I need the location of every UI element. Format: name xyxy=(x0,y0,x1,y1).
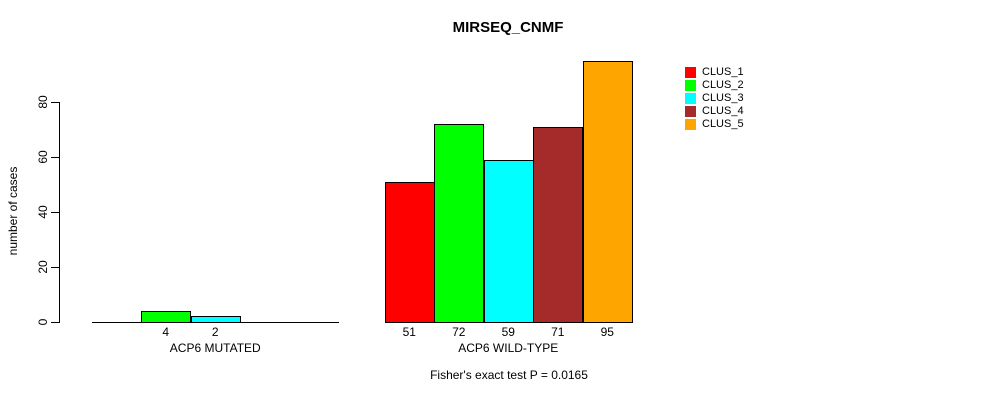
bar-clus-3-acp6-mutated xyxy=(190,316,241,323)
y-tick-label: 20 xyxy=(36,260,50,274)
y-tick-label: 80 xyxy=(36,95,50,109)
legend-item-label: CLUS_5 xyxy=(702,118,744,130)
y-tick-mark xyxy=(51,157,59,158)
legend-item-label: CLUS_3 xyxy=(702,92,744,104)
bar-clus-3-acp6-wild-type xyxy=(483,160,534,323)
legend-item-clus-1: CLUS_1 xyxy=(685,66,744,79)
legend-item-clus-5: CLUS_5 xyxy=(685,118,744,131)
y-tick-mark xyxy=(51,322,59,323)
bar-value-clus-2-acp6-wild-type: 72 xyxy=(452,325,466,339)
y-tick-label: 60 xyxy=(36,150,50,164)
legend-swatch-clus-1 xyxy=(685,67,696,78)
group-label-acp6-wild-type: ACP6 WILD-TYPE xyxy=(458,341,559,355)
y-tick-mark xyxy=(51,267,59,268)
group-label-acp6-mutated: ACP6 MUTATED xyxy=(169,341,261,355)
legend-swatch-clus-5 xyxy=(685,119,696,130)
legend-item-clus-3: CLUS_3 xyxy=(685,92,744,105)
fisher-test-annotation: Fisher's exact test P = 0.0165 xyxy=(430,368,588,382)
bar-value-clus-5-acp6-wild-type: 95 xyxy=(600,325,614,339)
y-tick-label: 40 xyxy=(36,205,50,219)
bar-value-clus-3-acp6-mutated: 2 xyxy=(211,325,219,339)
y-axis-line xyxy=(59,102,60,323)
y-tick-label: 0 xyxy=(36,318,50,326)
bar-value-clus-3-acp6-wild-type: 59 xyxy=(501,325,515,339)
legend-item-label: CLUS_2 xyxy=(702,79,744,91)
bar-value-clus-1-acp6-wild-type: 51 xyxy=(402,325,416,339)
legend-swatch-clus-3 xyxy=(685,93,696,104)
bar-value-clus-4-acp6-wild-type: 71 xyxy=(551,325,565,339)
legend-swatch-clus-4 xyxy=(685,106,696,117)
bar-value-clus-2-acp6-mutated: 4 xyxy=(162,325,170,339)
legend-item-label: CLUS_4 xyxy=(702,105,744,117)
bar-clus-1-acp6-wild-type xyxy=(384,182,435,323)
legend-item-label: CLUS_1 xyxy=(702,66,744,78)
y-tick-mark xyxy=(51,212,59,213)
bar-clus-2-acp6-wild-type xyxy=(434,124,484,323)
chart-title: MIRSEQ_CNMF xyxy=(452,19,564,36)
y-tick-mark xyxy=(51,102,59,103)
legend-item-clus-4: CLUS_4 xyxy=(685,105,744,118)
bar-clus-5-acp6-wild-type xyxy=(582,61,633,323)
bar-clus-4-acp6-wild-type xyxy=(533,127,583,323)
legend-swatch-clus-2 xyxy=(685,80,696,91)
y-axis-label: number of cases xyxy=(6,166,20,256)
legend-item-clus-2: CLUS_2 xyxy=(685,79,744,92)
bar-clus-2-acp6-mutated xyxy=(141,311,191,323)
